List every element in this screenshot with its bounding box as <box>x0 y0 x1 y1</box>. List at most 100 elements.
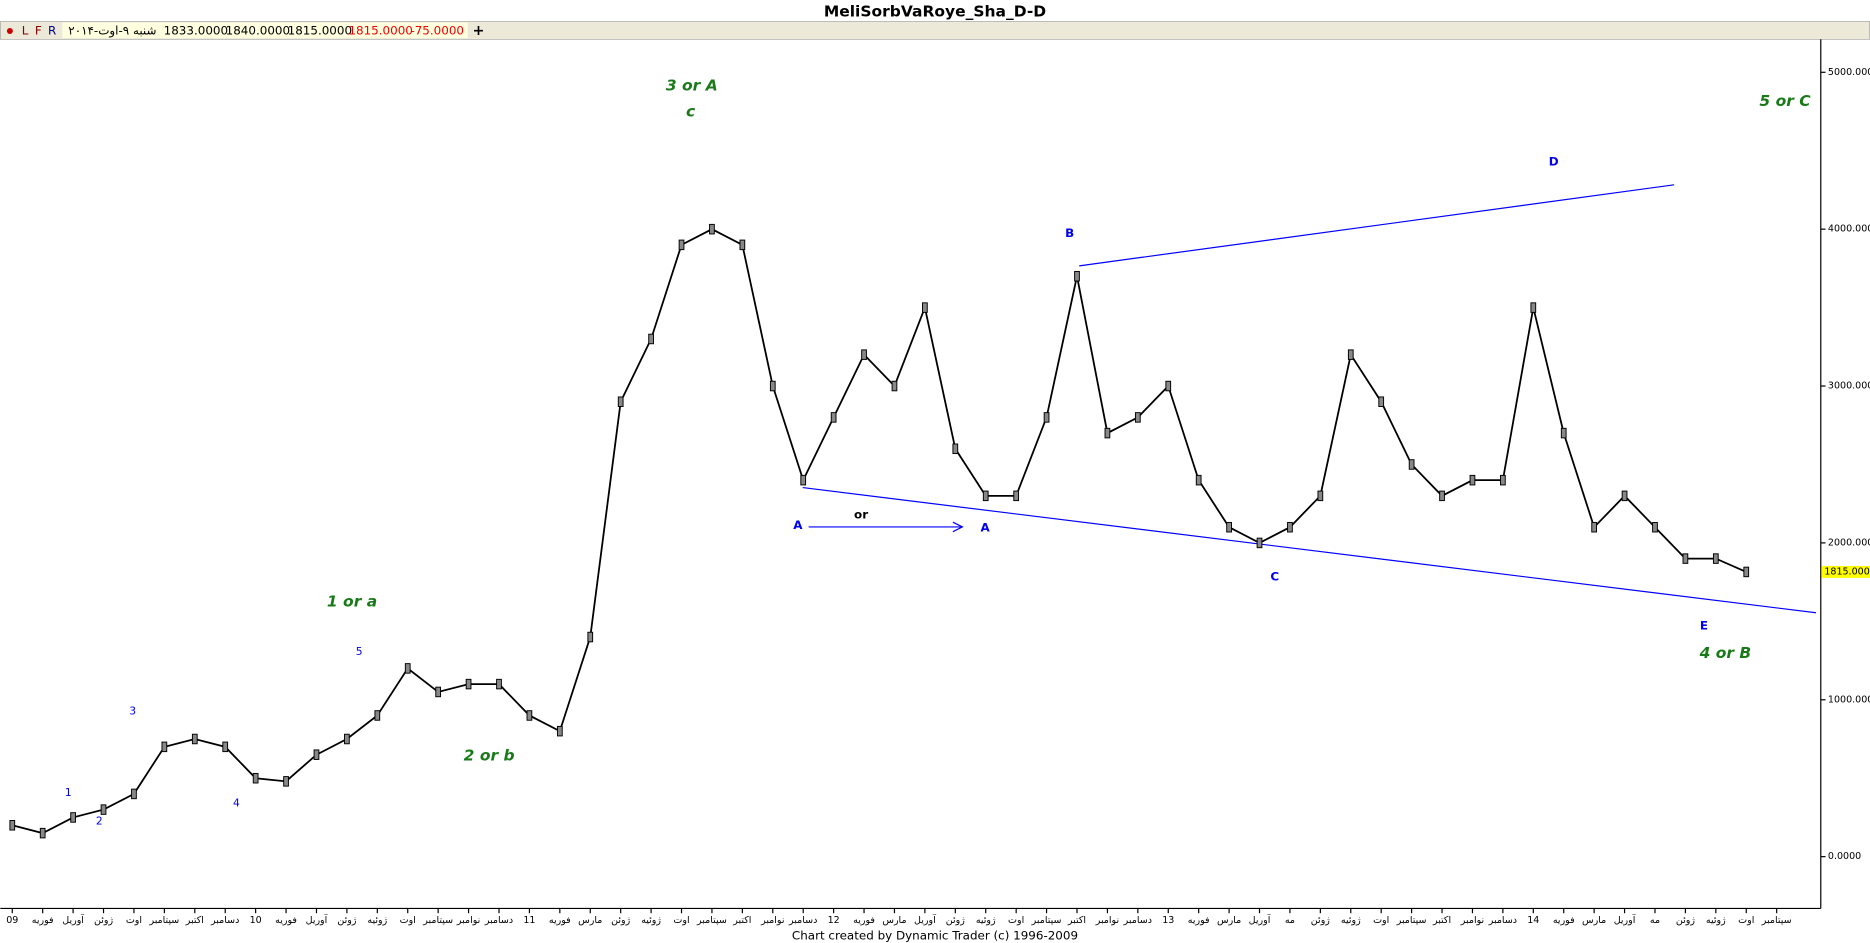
price-bar <box>1652 521 1658 533</box>
wave-label: 5 or C <box>1759 92 1811 110</box>
price-bar <box>1134 412 1141 423</box>
price-bar <box>1226 521 1232 533</box>
toolbar-low: 1815.0000 <box>288 23 352 37</box>
price-bar <box>1712 553 1719 564</box>
x-tick-label: فوریه <box>1553 915 1575 926</box>
x-tick-label: ژوئیه <box>367 915 387 926</box>
price-bar <box>1256 537 1263 549</box>
price-bar <box>222 741 229 753</box>
x-tick-label: 09 <box>6 915 18 926</box>
x-tick-label: دسامبر <box>1488 915 1517 926</box>
x-tick-label: مارس <box>578 915 602 926</box>
x-tick-label: سپتامبر <box>1396 915 1427 926</box>
x-tick-label: اوت <box>1738 915 1754 926</box>
price-bar <box>739 239 746 251</box>
price-bar <box>830 412 837 423</box>
price-bar <box>1439 490 1445 502</box>
x-tick-label: آوریل <box>914 913 936 926</box>
wave-label: B <box>1065 226 1074 240</box>
x-tick-label: دسامبر <box>1123 915 1152 926</box>
wave-label: 3 <box>129 705 136 718</box>
price-bar <box>1074 270 1080 282</box>
x-tick-label: ژوئیه <box>641 915 661 926</box>
y-tick-label: 0.0000 <box>1828 851 1861 862</box>
add-button[interactable]: + <box>472 23 484 39</box>
arrow-head <box>952 521 964 533</box>
price-bar <box>556 725 563 737</box>
x-tick-label: آوریل <box>306 913 328 926</box>
price-bar <box>1043 412 1050 423</box>
price-bar <box>648 333 654 345</box>
x-tick-label: فوریه <box>549 915 571 926</box>
wave-label: 1 or a <box>327 593 377 611</box>
price-bar <box>1500 474 1506 486</box>
y-tick-label: 3000.0000 <box>1828 381 1870 392</box>
wave-label: A <box>980 521 990 535</box>
toolbar-date: شنبه ۹-اوت-۲۰۱۴ <box>68 23 156 38</box>
x-tick-label: آوریل <box>1614 913 1636 926</box>
x-tick-label: ژوئن <box>1311 915 1330 926</box>
x-tick-label: سپتامبر <box>422 915 453 926</box>
price-bar <box>1287 521 1293 533</box>
price-bar <box>709 223 715 235</box>
x-tick-label: اوت <box>673 915 689 926</box>
wave-label: D <box>1549 155 1559 169</box>
x-tick-label: اکتبر <box>1432 915 1451 926</box>
x-tick-label: فوریه <box>1188 915 1210 926</box>
x-tick-label: مه <box>1650 915 1660 926</box>
wave-label: A <box>793 518 803 532</box>
chart-title: MeliSorbVaRoye_Sha_D-D <box>824 2 1046 20</box>
toolbar-button[interactable]: F <box>35 23 42 37</box>
price-bar <box>435 686 442 698</box>
price-bar <box>1347 349 1354 360</box>
price-bar <box>496 678 502 690</box>
x-tick-label: اوت <box>1373 915 1389 926</box>
status-dot <box>6 28 13 34</box>
x-tick-label: سپتامبر <box>1761 915 1792 926</box>
x-tick-label: اوت <box>400 915 416 926</box>
x-tick-label: ژوئیه <box>1706 915 1726 926</box>
wave-label: 4 <box>233 797 240 810</box>
price-line <box>12 228 1747 835</box>
x-tick-label: 13 <box>1162 915 1174 926</box>
wave-label: E <box>1700 618 1708 632</box>
price-bar <box>678 239 685 251</box>
x-tick-label: اکتبر <box>185 915 204 926</box>
x-tick-label: اوت <box>1008 915 1024 926</box>
x-tick-label: دسامبر <box>210 915 239 926</box>
x-tick-label: ژوئن <box>1676 915 1695 926</box>
toolbar-button[interactable]: R <box>48 23 56 37</box>
price-bar <box>922 302 928 313</box>
x-tick-label: اکتبر <box>732 915 751 926</box>
x-tick-label: مارس <box>1217 915 1241 926</box>
x-tick-label: 14 <box>1527 915 1539 926</box>
toolbar-high: 1840.0000 <box>226 23 290 37</box>
wave-label: 4 or B <box>1699 644 1752 662</box>
quote-box <box>62 22 468 39</box>
wave-label: 3 or A <box>666 76 718 94</box>
price-bar <box>1317 490 1324 502</box>
x-tick-label: ژوئیه <box>976 915 996 926</box>
price-bar <box>39 827 46 839</box>
wave-label: or <box>854 508 868 522</box>
wave-label: 1 <box>65 786 72 799</box>
x-tick-label: فوریه <box>32 915 54 926</box>
x-tick-label: ژوئن <box>94 915 113 926</box>
price-bar <box>344 733 350 745</box>
price-bar <box>800 474 807 486</box>
x-tick-label: نوامبر <box>456 915 480 926</box>
wave-label: C <box>1270 570 1279 584</box>
x-tick-label: فوریه <box>275 915 297 926</box>
price-bar <box>617 396 624 407</box>
wave-label: 2 or b <box>464 746 515 764</box>
toolbar-button[interactable]: L <box>22 23 29 37</box>
y-tick-label: 2000.0000 <box>1828 537 1870 548</box>
wave-label: 5 <box>356 645 363 658</box>
price-bar <box>131 788 137 800</box>
price-bar <box>374 710 381 721</box>
last-price-label: 1815.0000 <box>1824 566 1870 577</box>
x-tick-label: نوامبر <box>1460 915 1484 926</box>
price-bar <box>465 678 472 690</box>
x-tick-label: ژوئن <box>946 915 965 926</box>
price-bar <box>9 820 16 831</box>
